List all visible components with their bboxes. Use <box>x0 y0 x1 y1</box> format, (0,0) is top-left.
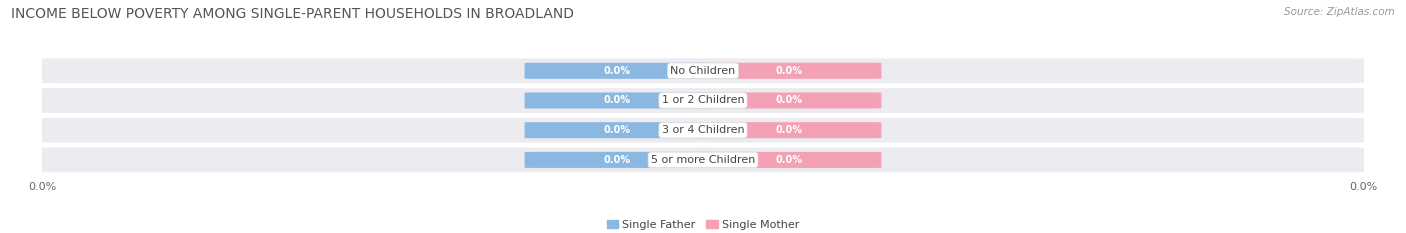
FancyBboxPatch shape <box>696 63 882 79</box>
FancyBboxPatch shape <box>524 63 710 79</box>
Text: Source: ZipAtlas.com: Source: ZipAtlas.com <box>1284 7 1395 17</box>
FancyBboxPatch shape <box>22 87 1384 114</box>
FancyBboxPatch shape <box>524 152 710 168</box>
Text: 0.0%: 0.0% <box>775 155 803 165</box>
FancyBboxPatch shape <box>696 152 882 168</box>
Text: 0.0%: 0.0% <box>603 155 631 165</box>
FancyBboxPatch shape <box>22 147 1384 173</box>
Text: 0.0%: 0.0% <box>775 66 803 76</box>
FancyBboxPatch shape <box>524 122 710 138</box>
Text: 0.0%: 0.0% <box>603 66 631 76</box>
Legend: Single Father, Single Mother: Single Father, Single Mother <box>602 216 804 233</box>
FancyBboxPatch shape <box>696 93 882 109</box>
Text: 0.0%: 0.0% <box>775 125 803 135</box>
Text: 0.0%: 0.0% <box>603 96 631 106</box>
Text: 1 or 2 Children: 1 or 2 Children <box>662 96 744 106</box>
Text: INCOME BELOW POVERTY AMONG SINGLE-PARENT HOUSEHOLDS IN BROADLAND: INCOME BELOW POVERTY AMONG SINGLE-PARENT… <box>11 7 574 21</box>
Text: 0.0%: 0.0% <box>775 96 803 106</box>
FancyBboxPatch shape <box>524 93 710 109</box>
FancyBboxPatch shape <box>22 57 1384 84</box>
Text: No Children: No Children <box>671 66 735 76</box>
Text: 0.0%: 0.0% <box>603 125 631 135</box>
Text: 5 or more Children: 5 or more Children <box>651 155 755 165</box>
FancyBboxPatch shape <box>696 122 882 138</box>
Text: 3 or 4 Children: 3 or 4 Children <box>662 125 744 135</box>
FancyBboxPatch shape <box>22 117 1384 144</box>
